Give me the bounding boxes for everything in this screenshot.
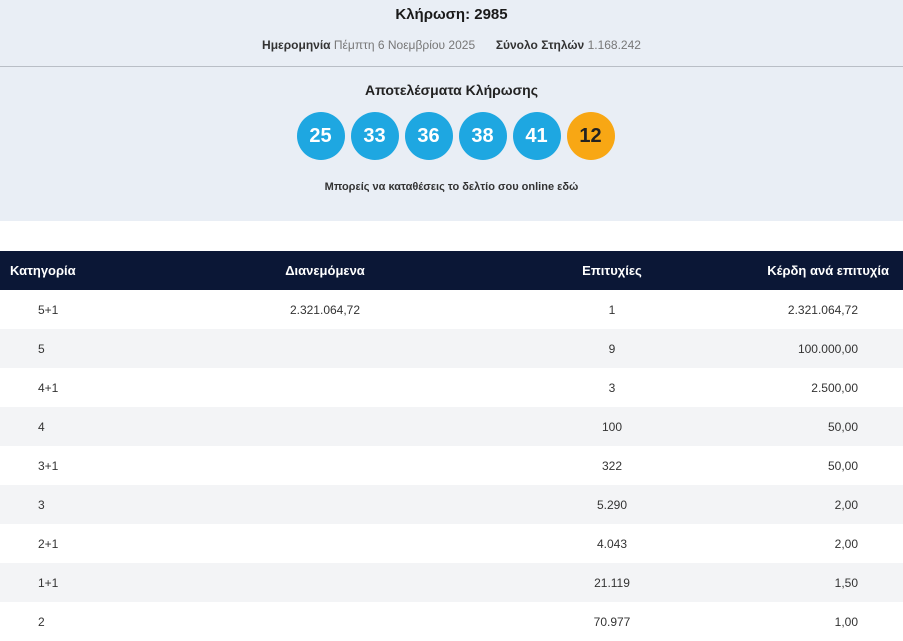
- results-title: Αποτελέσματα Κλήρωσης: [364, 82, 539, 98]
- distributed-cell: [169, 602, 481, 641]
- prize-cell: 50,00: [743, 407, 903, 446]
- category-cell: 2: [38, 614, 45, 629]
- winners-cell: 21.119: [481, 563, 743, 602]
- distributed-cell: [169, 446, 481, 485]
- winners-cell: 9: [481, 329, 743, 368]
- distributed-cell: [169, 524, 481, 563]
- category-cell: 1+1: [0, 563, 169, 602]
- table-row: 5 9 100.000,00: [0, 329, 903, 368]
- category-cell: 3+1: [38, 458, 59, 473]
- date-label: Ημερομηνία: [262, 38, 331, 52]
- category-cell: 2+1: [38, 536, 59, 551]
- number-ball: 36: [404, 112, 453, 160]
- distributed-cell: 2.321.064,72: [289, 302, 361, 317]
- online-bet-link[interactable]: Μπορείς να καταθέσεις το δελτίο σου onli…: [324, 181, 579, 193]
- table-row: 4 100 50,00: [0, 407, 903, 446]
- column-header: Κατηγορία: [0, 251, 169, 290]
- winners-cell: 4.043: [596, 536, 628, 551]
- category-cell: 4+1: [38, 380, 59, 395]
- prize-cell: 2.321.064,72: [787, 302, 858, 317]
- table-row: 4+1 3 2.500,00: [0, 368, 903, 407]
- winners-cell: 1: [608, 302, 616, 317]
- category-cell: 5: [0, 329, 169, 368]
- distributed-cell: [169, 485, 481, 524]
- prize-cell: 2,00: [743, 485, 903, 524]
- winners-cell: 70.977: [593, 614, 631, 629]
- category-cell: 5+1: [38, 302, 59, 317]
- winners-cell: 322: [601, 458, 623, 473]
- column-header: Επιτυχίες: [481, 251, 743, 290]
- draw-meta: Ημερομηνία Πέμπτη 6 Νοεμβρίου 2025 Σύνολ…: [0, 38, 903, 52]
- table-row: 3 5.290 2,00: [0, 485, 903, 524]
- divider: [0, 66, 903, 67]
- prize-table: Κατηγορία Διανεμόμενα Επιτυχίες Κέρδη αν…: [0, 251, 903, 641]
- winners-cell: 3: [608, 380, 616, 395]
- column-header: Κέρδη ανά επιτυχία: [743, 251, 903, 290]
- table-row: 1+1 21.119 1,50: [0, 563, 903, 602]
- table-row: 2+1 4.043 2,00: [0, 524, 903, 563]
- column-header: Διανεμόμενα: [169, 251, 481, 290]
- category-cell: 3: [0, 485, 169, 524]
- joker-ball: 12: [566, 112, 615, 160]
- prize-cell: 1,00: [834, 614, 858, 629]
- category-cell: 4: [0, 407, 169, 446]
- total-label: Σύνολο Στηλών: [495, 38, 585, 52]
- draw-title: Κλήρωση: 2985: [395, 6, 508, 23]
- prize-cell: 1,50: [743, 563, 903, 602]
- distributed-cell: [169, 329, 481, 368]
- winners-cell: 100: [481, 407, 743, 446]
- winners-cell: 5.290: [481, 485, 743, 524]
- distributed-cell: [169, 563, 481, 602]
- table-header: Κατηγορία Διανεμόμενα Επιτυχίες Κέρδη αν…: [0, 251, 903, 290]
- total-value: 1.168.242: [587, 38, 641, 52]
- draw-info-panel: Κλήρωση: 2985 Ημερομηνία Πέμπτη 6 Νοεμβρ…: [0, 0, 903, 221]
- distributed-cell: [169, 368, 481, 407]
- table-row: 2 70.977 1,00: [0, 602, 903, 641]
- winning-numbers: 25 33 36 38 41 12: [0, 112, 903, 160]
- number-ball: 38: [458, 112, 507, 160]
- prize-cell: 2,00: [834, 536, 858, 551]
- distributed-cell: [169, 407, 481, 446]
- number-ball: 25: [296, 112, 345, 160]
- prize-cell: 50,00: [827, 458, 858, 473]
- prize-cell: 2.500,00: [811, 380, 858, 395]
- number-ball: 33: [350, 112, 399, 160]
- date-value: Πέμπτη 6 Νοεμβρίου 2025: [333, 38, 476, 52]
- table-row: 3+1 322 50,00: [0, 446, 903, 485]
- prize-cell: 100.000,00: [743, 329, 903, 368]
- number-ball: 41: [512, 112, 561, 160]
- table-row: 5+1 2.321.064,72 1 2.321.064,72: [0, 290, 903, 329]
